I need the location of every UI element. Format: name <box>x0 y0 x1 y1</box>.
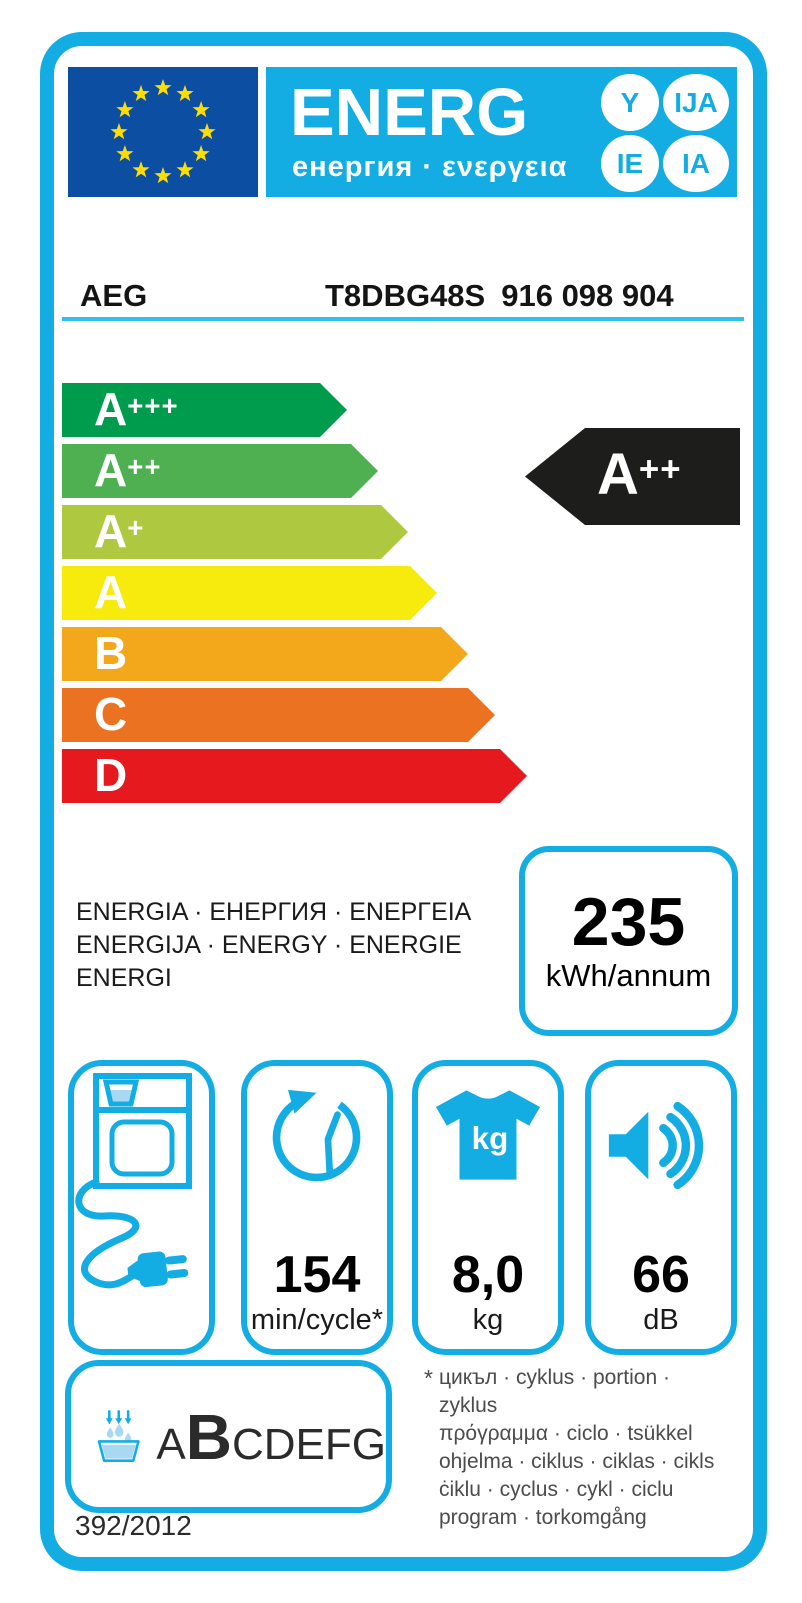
annual-consumption-unit: kWh/annum <box>545 958 712 993</box>
energy-banner: ENERG енергия · ενεργεια Y IJA IE IA <box>266 67 737 197</box>
cycle-footnote: * цикъл · cyklus · portion · zyklus πρόγ… <box>424 1364 734 1532</box>
eu-flag <box>68 67 258 197</box>
scale-arrow-c: C <box>62 688 495 742</box>
cycle-duration-clock-icon <box>272 1089 361 1182</box>
rated-class-arrow: A++ <box>525 428 740 525</box>
energy-multilingual-text: ENERGIA · ЕНЕРГИЯ · ENEPΓEIA ENERGIJA · … <box>76 898 472 992</box>
scale-arrow-a2: A++ <box>62 444 378 498</box>
model-number: T8DBG48S <box>325 278 486 313</box>
condensation-class-letters: ABCDEFG <box>156 1400 386 1474</box>
noise-box: 66 dB <box>585 1060 737 1355</box>
cycle-time-box: 154 min/cycle* <box>241 1060 393 1355</box>
scale-arrow-a1: A+ <box>62 505 408 559</box>
footnote-lines: цикъл · cyklus · portion · zyklus πρόγρα… <box>438 1366 715 1529</box>
capacity-value: 8,0 <box>451 1246 525 1304</box>
footnote-marker: * <box>424 1365 433 1391</box>
rated-class-label: A <box>597 442 639 507</box>
eu-flag-stars-icon <box>110 79 216 184</box>
capacity-tshirt-icon: kg <box>435 1090 541 1180</box>
noise-unit: dB <box>643 1304 679 1336</box>
suffix-circle-ie: IE <box>601 135 659 192</box>
noise-value: 66 <box>632 1246 690 1304</box>
product-number: 916 098 904 <box>501 278 674 313</box>
dryer-power-plug-icon <box>75 1073 192 1289</box>
brand-name: AEG <box>80 278 148 313</box>
condensation-basin-icon <box>97 1410 140 1462</box>
suffix-circle-ija: IJA <box>663 74 729 131</box>
efficiency-scale: A+++ A++ A+ A B C D <box>62 383 527 810</box>
tshirt-kg-label: kg <box>472 1121 509 1156</box>
cond-letters-after: CDEFG <box>232 1419 386 1469</box>
noise-speaker-icon <box>608 1101 704 1190</box>
energy-word-translations: енергия · ενεργεια <box>292 151 568 183</box>
cycle-time-unit: min/cycle* <box>250 1304 384 1336</box>
energy-word: ENERG <box>290 75 529 150</box>
cond-letter-rated: B <box>185 1400 232 1473</box>
scale-arrow-d: D <box>62 749 527 803</box>
cycle-time-value: 154 <box>273 1246 361 1304</box>
condensation-class-box: ABCDEFG <box>65 1360 392 1513</box>
suffix-circle-ia: IA <box>663 135 729 192</box>
suffix-circle-y: Y <box>601 74 659 131</box>
energy-suffix-circles: Y IJA IE IA <box>601 74 729 192</box>
power-source-box <box>68 1060 215 1355</box>
model-row: T8DBG48S 916 098 904 <box>325 278 674 314</box>
capacity-box: kg 8,0 kg <box>412 1060 564 1355</box>
cond-letter-before: A <box>156 1419 186 1469</box>
annual-consumption-value: 235 <box>571 884 686 960</box>
header-divider <box>62 317 744 321</box>
scale-arrow-a3: A+++ <box>62 383 347 437</box>
annual-consumption-box: 235 kWh/annum <box>519 846 738 1036</box>
capacity-unit: kg <box>472 1304 504 1336</box>
label-border <box>40 32 767 1571</box>
regulation-number: 392/2012 <box>75 1510 192 1541</box>
scale-arrow-a: A <box>62 566 437 620</box>
scale-arrow-b: B <box>62 627 468 681</box>
